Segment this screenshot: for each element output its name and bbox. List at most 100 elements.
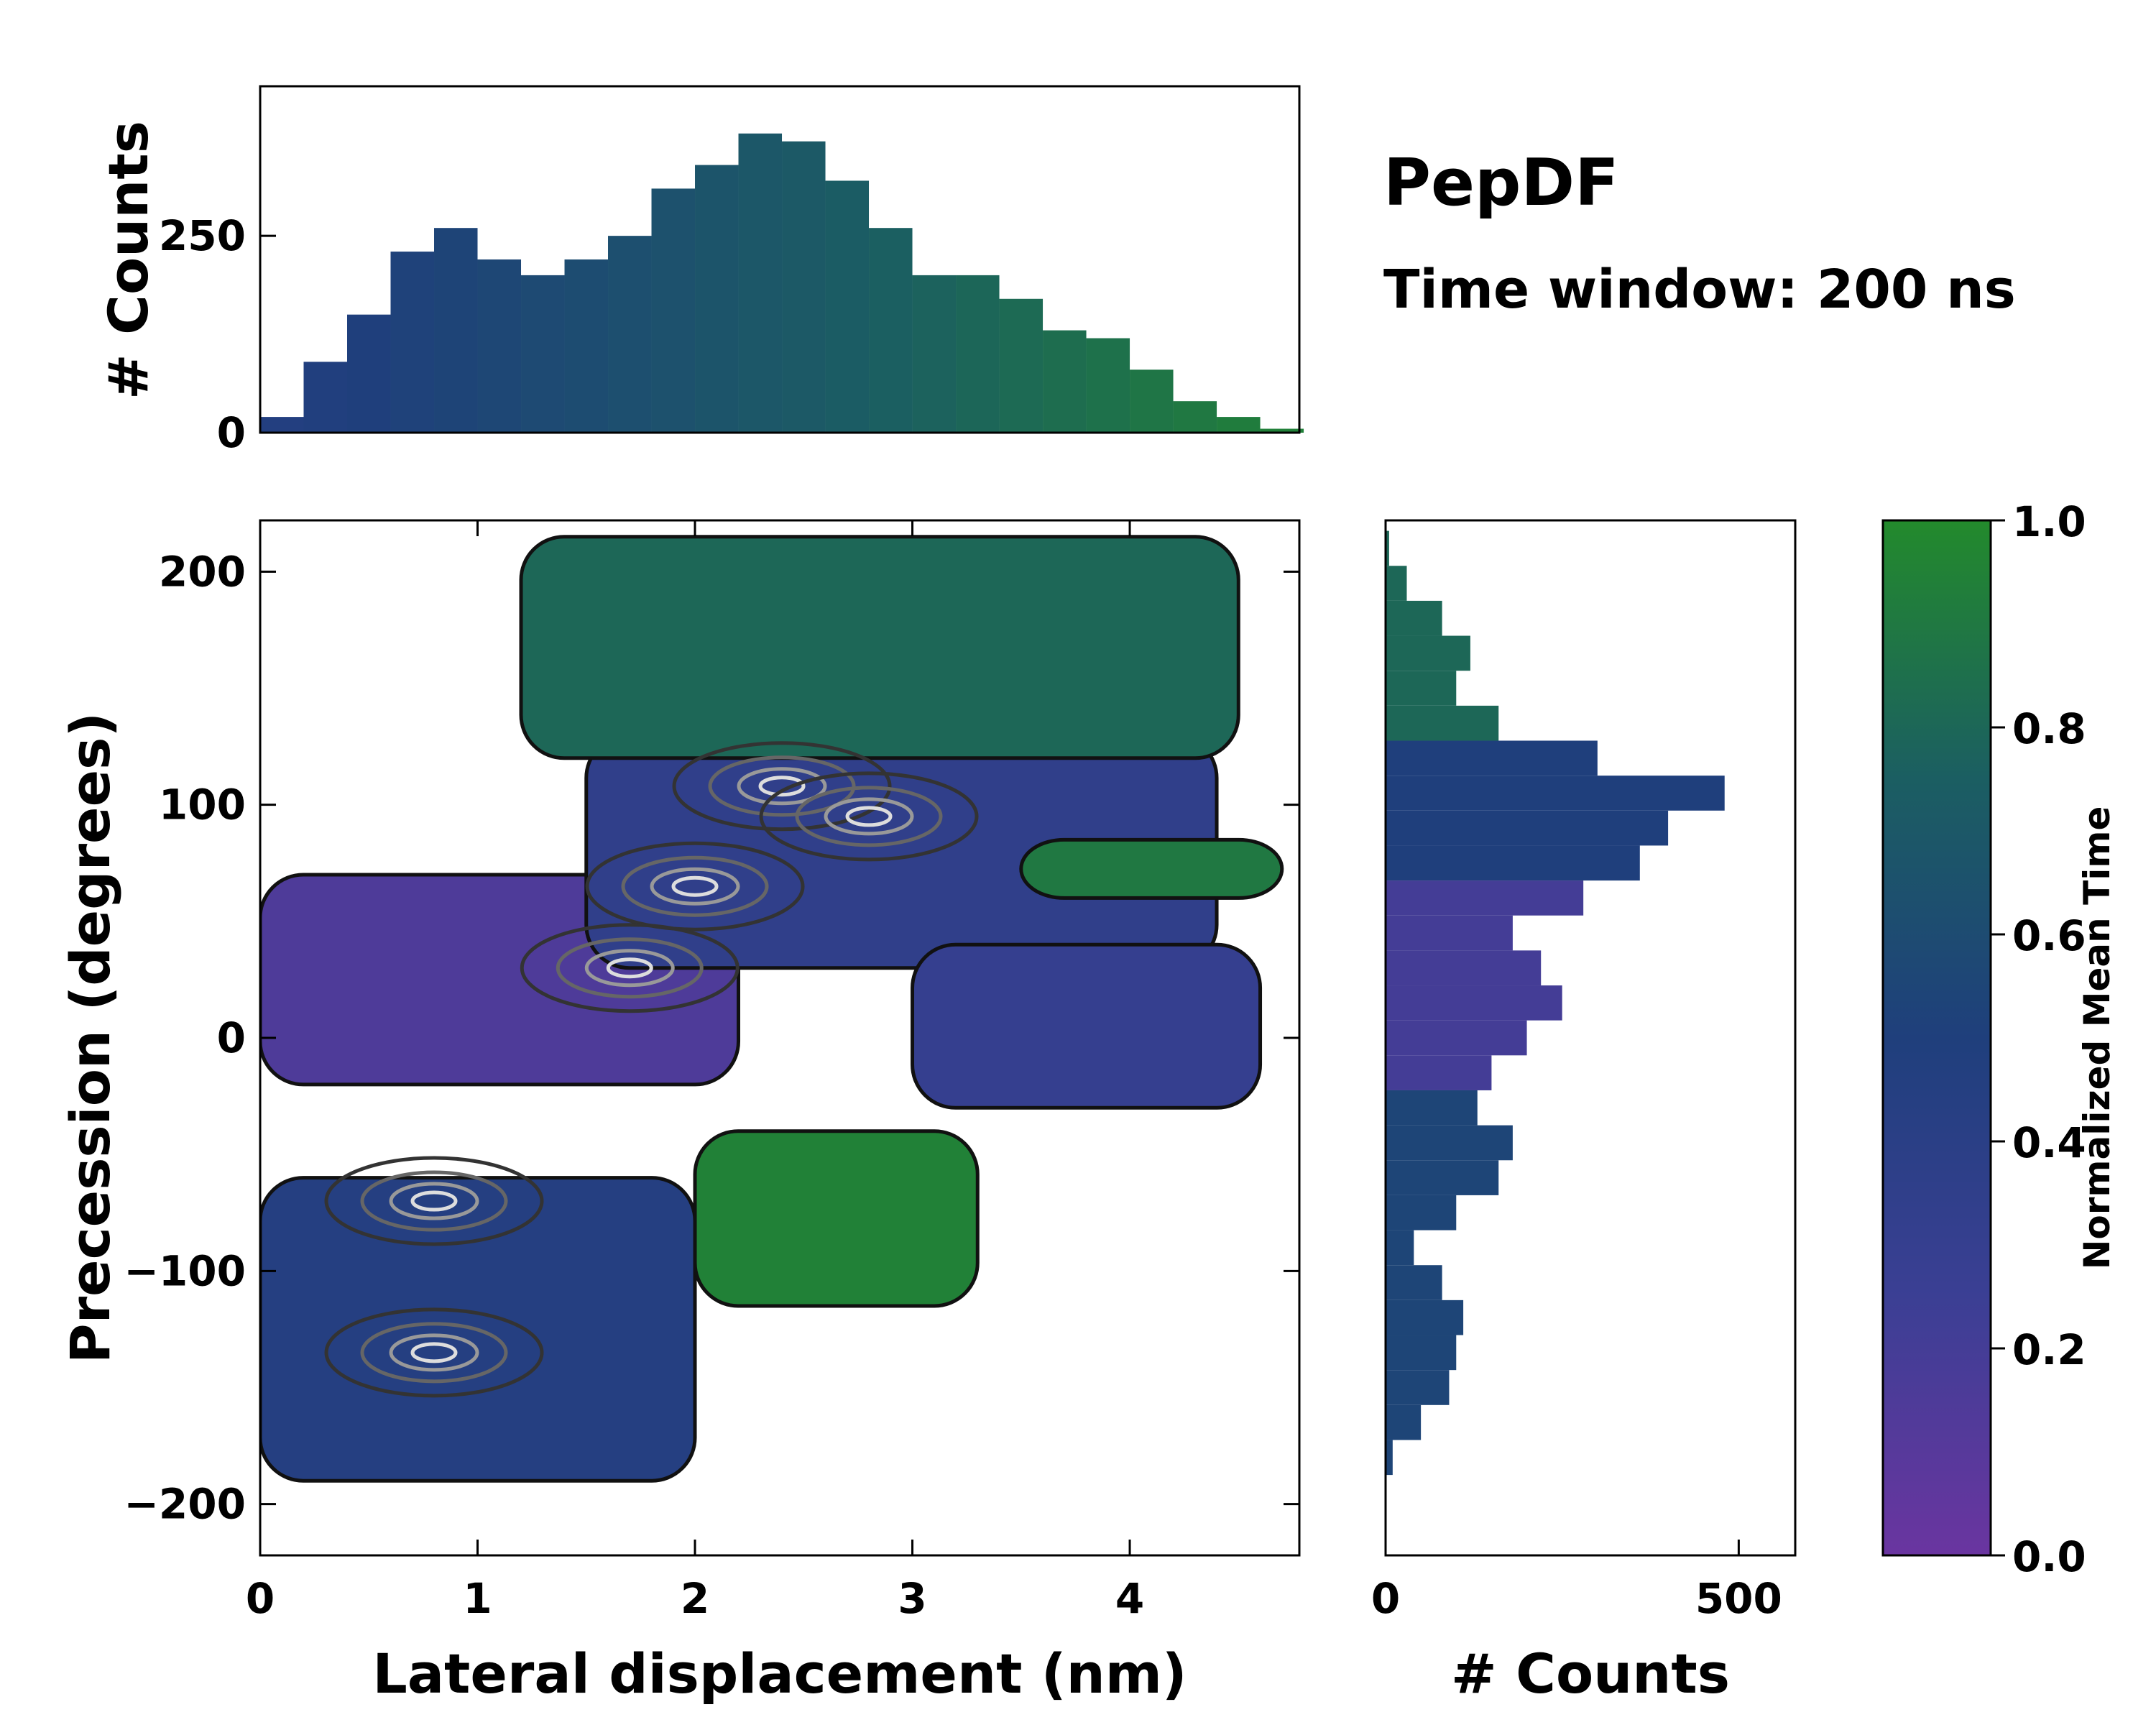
top-histogram-bar-18 bbox=[999, 298, 1044, 433]
top-histogram-bar-20 bbox=[1086, 338, 1130, 433]
colorbar-ticks: 0.0 0.2 0.4 0.6 0.8 1.0 bbox=[1991, 497, 2086, 1581]
density-contour-6-3 bbox=[389, 1333, 479, 1372]
density-contour-2-4 bbox=[845, 806, 893, 827]
top-histogram-ticks: 0 250 bbox=[159, 211, 276, 457]
main-ytick-label-0: −200 bbox=[124, 1480, 246, 1529]
right-histogram-ticks: 0 500 bbox=[1371, 1540, 1782, 1623]
density-contour-3-4 bbox=[671, 875, 719, 897]
main-ytick-label-4: 200 bbox=[159, 547, 246, 596]
colorbar-label: Normalized Mean Time bbox=[2076, 806, 2118, 1270]
top-histogram-bar-6 bbox=[477, 259, 522, 433]
right-histogram: 0 500 # Counts bbox=[1371, 519, 1797, 1706]
right-histogram-bar-7 bbox=[1386, 740, 1598, 776]
density-contour-3-2 bbox=[621, 855, 769, 917]
density-contour-4-3 bbox=[584, 949, 675, 988]
right-histogram-bar-20 bbox=[1386, 1195, 1457, 1230]
right-histogram-bar-18 bbox=[1386, 1125, 1513, 1161]
top-histogram-bar-22 bbox=[1173, 401, 1217, 433]
figure-title: PepDF bbox=[1383, 145, 1619, 221]
density-contour-4-4 bbox=[606, 957, 653, 979]
right-histogram-bar-12 bbox=[1386, 915, 1513, 951]
figure-subtitle: Time window: 200 ns bbox=[1383, 259, 2016, 321]
heatmap-region-4 bbox=[911, 942, 1263, 1110]
top-histogram-bar-1 bbox=[260, 417, 304, 433]
right-histogram-bar-19 bbox=[1386, 1160, 1499, 1195]
heatmap-regions bbox=[260, 535, 1284, 1483]
main-xtick-label-3: 3 bbox=[898, 1574, 926, 1623]
density-contour-4-1 bbox=[520, 923, 740, 1013]
main-ytick-label-1: −100 bbox=[124, 1246, 246, 1295]
top-histogram-bar-4 bbox=[390, 252, 435, 433]
heatmap-region-7 bbox=[1019, 837, 1284, 900]
density-contour-3-3 bbox=[650, 867, 740, 906]
top-histogram-bars bbox=[260, 133, 1304, 433]
top-histogram-bar-16 bbox=[912, 275, 957, 433]
top-histogram-bar-11 bbox=[695, 165, 739, 433]
right-histogram-bar-17 bbox=[1386, 1090, 1478, 1126]
top-histogram-bar-2 bbox=[303, 362, 348, 433]
top-histogram: 0 250 # Counts bbox=[96, 85, 1304, 457]
right-histogram-bar-15 bbox=[1386, 1020, 1527, 1056]
density-contour-2-1 bbox=[759, 771, 979, 862]
main-heatmap: 0 1 2 3 4 −200 −100 0 100 200 Lateral displacemen… bbox=[58, 519, 1301, 1706]
right-histogram-bar-26 bbox=[1386, 1404, 1422, 1440]
right-histogram-bar-13 bbox=[1386, 950, 1542, 986]
density-contour-6-1 bbox=[324, 1307, 544, 1398]
right-xtick-label-1: 500 bbox=[1695, 1574, 1782, 1623]
density-contour-2-3 bbox=[824, 797, 914, 836]
top-histogram-bar-15 bbox=[869, 228, 913, 433]
right-histogram-bar-16 bbox=[1386, 1055, 1492, 1090]
density-contour-6-2 bbox=[360, 1322, 508, 1384]
right-histogram-bar-9 bbox=[1386, 810, 1669, 846]
top-histogram-bar-14 bbox=[825, 180, 870, 433]
right-histogram-bar-1 bbox=[1386, 530, 1389, 566]
colorbar: 0.0 0.2 0.4 0.6 0.8 1.0 Normalized Mean Time bbox=[1881, 497, 2118, 1581]
top-histogram-bar-23 bbox=[1217, 417, 1261, 433]
main-xtick-label-0: 0 bbox=[246, 1574, 275, 1623]
top-histogram-ylabel: # Counts bbox=[96, 121, 160, 400]
top-histogram-bar-19 bbox=[1043, 330, 1087, 433]
right-histogram-bar-10 bbox=[1386, 845, 1640, 881]
top-histogram-bar-5 bbox=[434, 228, 478, 433]
right-histogram-xlabel: # Counts bbox=[1451, 1642, 1730, 1706]
right-histogram-bar-5 bbox=[1386, 671, 1457, 706]
colorbar-tick-label-3: 0.6 bbox=[2012, 911, 2086, 960]
top-histogram-bar-17 bbox=[956, 275, 1000, 433]
density-contour-5-3 bbox=[389, 1182, 479, 1220]
density-contour-3-1 bbox=[585, 841, 805, 932]
top-histogram-frame bbox=[259, 85, 1301, 434]
density-contour-4-2 bbox=[556, 937, 704, 999]
right-histogram-bar-21 bbox=[1386, 1230, 1414, 1266]
main-xtick-label-2: 2 bbox=[681, 1574, 709, 1623]
density-contour-6-4 bbox=[410, 1342, 458, 1363]
right-histogram-bar-24 bbox=[1386, 1335, 1457, 1371]
density-contour-1-3 bbox=[737, 767, 827, 806]
top-histogram-bar-21 bbox=[1130, 369, 1174, 433]
main-ylabel: Precession (degrees) bbox=[58, 712, 122, 1363]
heatmap-region-6 bbox=[693, 1129, 980, 1308]
heatmap-region-5 bbox=[519, 535, 1240, 760]
right-histogram-bar-23 bbox=[1386, 1300, 1464, 1335]
right-xtick-label-0: 0 bbox=[1371, 1574, 1400, 1623]
density-contour-5-4 bbox=[410, 1190, 458, 1212]
main-ytick-label-2: 0 bbox=[217, 1013, 246, 1062]
right-histogram-bar-22 bbox=[1386, 1265, 1442, 1300]
right-histogram-bar-2 bbox=[1386, 566, 1407, 601]
density-contour-1-4 bbox=[758, 776, 806, 797]
colorbar-tick-label-0: 0.0 bbox=[2012, 1532, 2086, 1581]
colorbar-tick-label-4: 0.8 bbox=[2012, 704, 2086, 753]
main-axis-ticks: 0 1 2 3 4 −200 −100 0 100 200 bbox=[124, 520, 1299, 1623]
right-histogram-bar-25 bbox=[1386, 1370, 1450, 1405]
right-histogram-bar-4 bbox=[1386, 635, 1470, 671]
main-xtick-label-1: 1 bbox=[463, 1574, 492, 1623]
right-histogram-bars bbox=[1386, 530, 1725, 1476]
top-histogram-bar-10 bbox=[651, 188, 696, 433]
right-histogram-bar-14 bbox=[1386, 985, 1562, 1021]
density-contour-1-1 bbox=[672, 741, 892, 832]
top-histogram-bar-7 bbox=[521, 275, 565, 433]
main-ytick-label-3: 100 bbox=[159, 781, 246, 829]
top-ytick-label-0: 0 bbox=[217, 408, 246, 457]
right-histogram-bar-6 bbox=[1386, 705, 1499, 741]
colorbar-tick-label-2: 0.4 bbox=[2012, 1118, 2086, 1167]
